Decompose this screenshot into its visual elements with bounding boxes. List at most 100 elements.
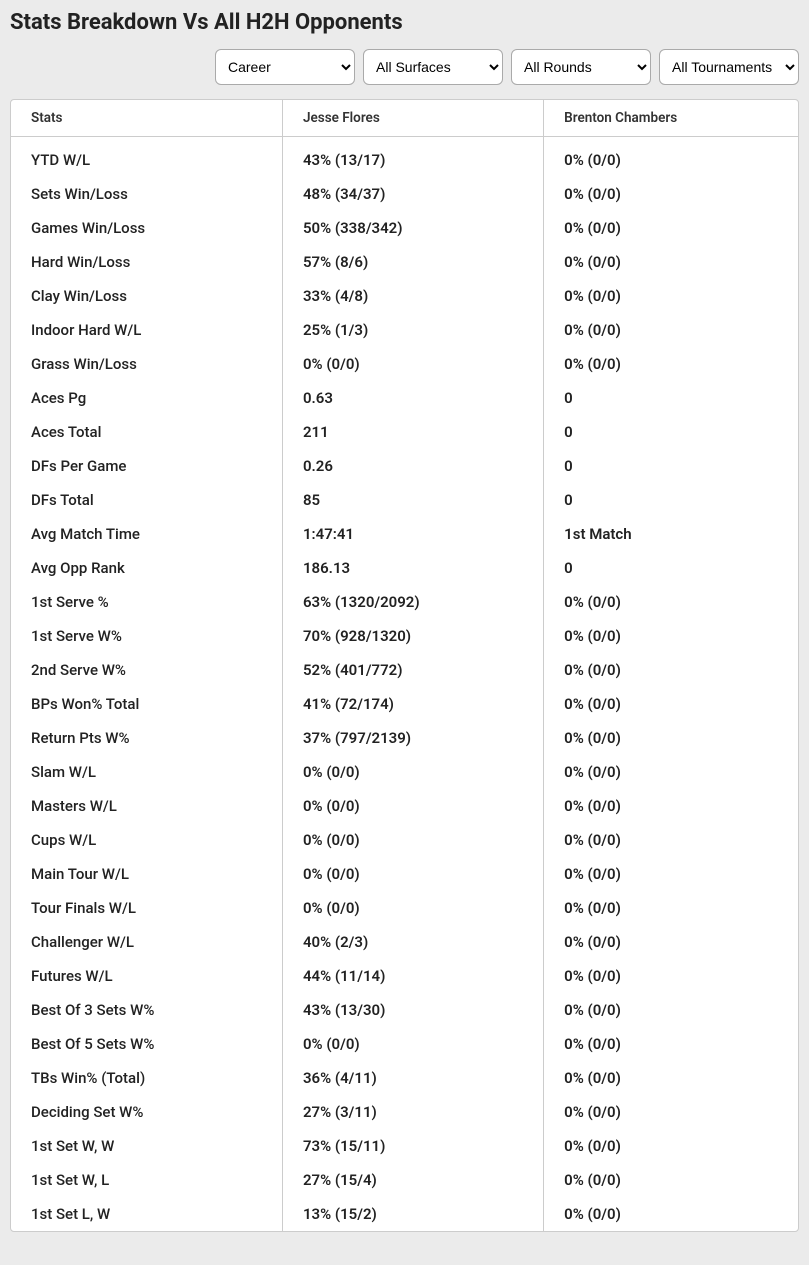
table-row: Indoor Hard W/L25% (1/3)0% (0/0) xyxy=(11,313,798,347)
table-row: 1st Serve W%70% (928/1320)0% (0/0) xyxy=(11,619,798,653)
player2-value: 1st Match xyxy=(544,517,798,551)
col-player2: Brenton Chambers xyxy=(544,100,798,137)
player1-value: 70% (928/1320) xyxy=(282,619,543,653)
player2-value: 0% (0/0) xyxy=(544,653,798,687)
player2-value: 0% (0/0) xyxy=(544,619,798,653)
stat-label: Main Tour W/L xyxy=(11,857,282,891)
stat-label: Games Win/Loss xyxy=(11,211,282,245)
stat-label: 1st Set W, W xyxy=(11,1129,282,1163)
player1-value: 40% (2/3) xyxy=(282,925,543,959)
player2-value: 0% (0/0) xyxy=(544,1027,798,1061)
table-row: Avg Opp Rank186.130 xyxy=(11,551,798,585)
table-row: BPs Won% Total41% (72/174)0% (0/0) xyxy=(11,687,798,721)
player2-value: 0% (0/0) xyxy=(544,279,798,313)
player2-value: 0% (0/0) xyxy=(544,211,798,245)
player1-value: 85 xyxy=(282,483,543,517)
stat-label: Return Pts W% xyxy=(11,721,282,755)
table-row: DFs Per Game0.260 xyxy=(11,449,798,483)
table-row: Clay Win/Loss33% (4/8)0% (0/0) xyxy=(11,279,798,313)
player1-value: 0% (0/0) xyxy=(282,823,543,857)
player1-value: 0% (0/0) xyxy=(282,1027,543,1061)
player2-value: 0% (0/0) xyxy=(544,1129,798,1163)
stat-label: TBs Win% (Total) xyxy=(11,1061,282,1095)
stat-label: Deciding Set W% xyxy=(11,1095,282,1129)
table-row: 2nd Serve W%52% (401/772)0% (0/0) xyxy=(11,653,798,687)
stat-label: Clay Win/Loss xyxy=(11,279,282,313)
player2-value: 0% (0/0) xyxy=(544,313,798,347)
player2-value: 0 xyxy=(544,415,798,449)
player2-value: 0% (0/0) xyxy=(544,789,798,823)
stat-label: Indoor Hard W/L xyxy=(11,313,282,347)
stat-label: Sets Win/Loss xyxy=(11,177,282,211)
stat-label: BPs Won% Total xyxy=(11,687,282,721)
player2-value: 0% (0/0) xyxy=(544,959,798,993)
stat-label: Best Of 3 Sets W% xyxy=(11,993,282,1027)
table-row: Return Pts W%37% (797/2139)0% (0/0) xyxy=(11,721,798,755)
player1-value: 25% (1/3) xyxy=(282,313,543,347)
table-row: 1st Set L, W13% (15/2)0% (0/0) xyxy=(11,1197,798,1231)
player2-value: 0% (0/0) xyxy=(544,891,798,925)
stat-label: Cups W/L xyxy=(11,823,282,857)
player2-value: 0 xyxy=(544,449,798,483)
player2-value: 0% (0/0) xyxy=(544,137,798,178)
player2-value: 0% (0/0) xyxy=(544,925,798,959)
table-row: Sets Win/Loss48% (34/37)0% (0/0) xyxy=(11,177,798,211)
player1-value: 57% (8/6) xyxy=(282,245,543,279)
player1-value: 27% (15/4) xyxy=(282,1163,543,1197)
table-row: Best Of 3 Sets W%43% (13/30)0% (0/0) xyxy=(11,993,798,1027)
player1-value: 63% (1320/2092) xyxy=(282,585,543,619)
stats-table: Stats Jesse Flores Brenton Chambers YTD … xyxy=(11,100,798,1231)
player2-value: 0% (0/0) xyxy=(544,1197,798,1231)
col-player1: Jesse Flores xyxy=(282,100,543,137)
player1-value: 186.13 xyxy=(282,551,543,585)
stat-label: Masters W/L xyxy=(11,789,282,823)
career-select[interactable]: Career xyxy=(215,49,355,85)
player2-value: 0% (0/0) xyxy=(544,347,798,381)
table-row: Best Of 5 Sets W%0% (0/0)0% (0/0) xyxy=(11,1027,798,1061)
player1-value: 37% (797/2139) xyxy=(282,721,543,755)
player2-value: 0 xyxy=(544,483,798,517)
player1-value: 0% (0/0) xyxy=(282,347,543,381)
player1-value: 0% (0/0) xyxy=(282,857,543,891)
tournaments-select[interactable]: All Tournaments xyxy=(659,49,799,85)
rounds-select[interactable]: All Rounds xyxy=(511,49,651,85)
table-row: Avg Match Time1:47:411st Match xyxy=(11,517,798,551)
player2-value: 0% (0/0) xyxy=(544,993,798,1027)
stat-label: Aces Pg xyxy=(11,381,282,415)
table-row: 1st Set W, L27% (15/4)0% (0/0) xyxy=(11,1163,798,1197)
surfaces-select[interactable]: All Surfaces xyxy=(363,49,503,85)
player1-value: 13% (15/2) xyxy=(282,1197,543,1231)
table-row: TBs Win% (Total)36% (4/11)0% (0/0) xyxy=(11,1061,798,1095)
player1-value: 0.63 xyxy=(282,381,543,415)
player1-value: 211 xyxy=(282,415,543,449)
table-row: Hard Win/Loss57% (8/6)0% (0/0) xyxy=(11,245,798,279)
player1-value: 33% (4/8) xyxy=(282,279,543,313)
player2-value: 0% (0/0) xyxy=(544,857,798,891)
stat-label: Challenger W/L xyxy=(11,925,282,959)
stat-label: Best Of 5 Sets W% xyxy=(11,1027,282,1061)
stat-label: Grass Win/Loss xyxy=(11,347,282,381)
stat-label: Tour Finals W/L xyxy=(11,891,282,925)
table-row: YTD W/L43% (13/17)0% (0/0) xyxy=(11,137,798,178)
player1-value: 41% (72/174) xyxy=(282,687,543,721)
player1-value: 43% (13/30) xyxy=(282,993,543,1027)
stat-label: 1st Serve % xyxy=(11,585,282,619)
player1-value: 1:47:41 xyxy=(282,517,543,551)
table-row: Futures W/L44% (11/14)0% (0/0) xyxy=(11,959,798,993)
table-row: Grass Win/Loss0% (0/0)0% (0/0) xyxy=(11,347,798,381)
stat-label: 1st Set L, W xyxy=(11,1197,282,1231)
stat-label: 1st Serve W% xyxy=(11,619,282,653)
stat-label: DFs Total xyxy=(11,483,282,517)
stat-label: Slam W/L xyxy=(11,755,282,789)
stats-table-container: Stats Jesse Flores Brenton Chambers YTD … xyxy=(10,99,799,1232)
table-row: Cups W/L0% (0/0)0% (0/0) xyxy=(11,823,798,857)
player1-value: 0% (0/0) xyxy=(282,789,543,823)
player2-value: 0% (0/0) xyxy=(544,1163,798,1197)
table-row: 1st Serve %63% (1320/2092)0% (0/0) xyxy=(11,585,798,619)
stat-label: Futures W/L xyxy=(11,959,282,993)
col-stats: Stats xyxy=(11,100,282,137)
player2-value: 0% (0/0) xyxy=(544,177,798,211)
player1-value: 36% (4/11) xyxy=(282,1061,543,1095)
stat-label: YTD W/L xyxy=(11,137,282,178)
header-row: Stats Jesse Flores Brenton Chambers xyxy=(11,100,798,137)
